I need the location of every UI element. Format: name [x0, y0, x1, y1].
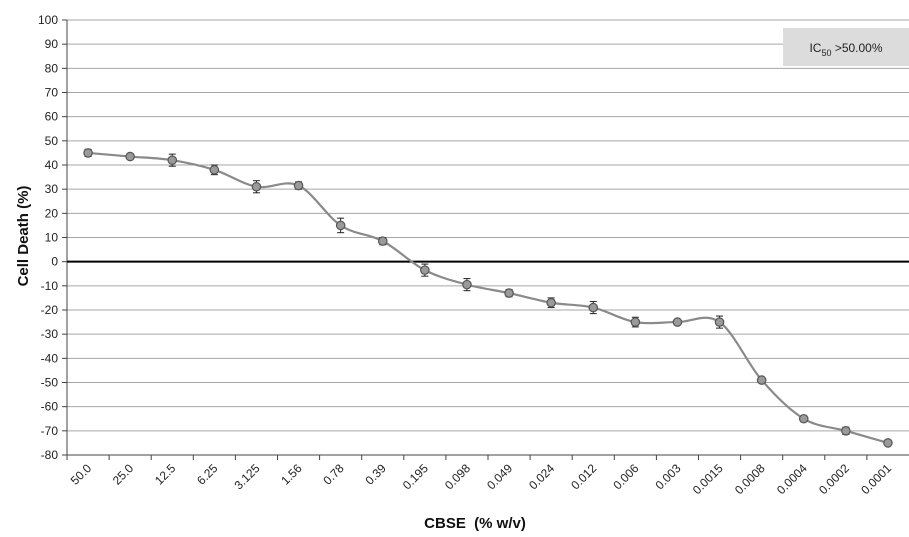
y-tick-label: -70: [41, 424, 59, 438]
y-tick-label: 80: [45, 61, 59, 75]
x-tick-label: 0.0002: [816, 461, 852, 497]
x-axis-title: CBSE (% w/v): [424, 515, 526, 532]
y-tick-label: 0: [51, 255, 58, 269]
x-tick-label: 0.006: [610, 461, 641, 492]
y-tick-label: -10: [41, 279, 59, 293]
x-tick-label: 0.0015: [690, 461, 726, 497]
y-tick-labels: -80 -70 -60 -50 -40 -30 -20 -10 0 10 20 30 40 50 60 70 8…: [38, 13, 58, 462]
y-tick-label: 10: [45, 231, 59, 245]
data-point: [714, 317, 725, 327]
annotation-text: IC50 >50.00%: [809, 41, 882, 58]
error-bars: [84, 148, 892, 446]
annotation-suffix: >50.00%: [831, 41, 882, 55]
data-point: [883, 438, 893, 448]
data-point: [672, 317, 683, 327]
data-point: [504, 288, 514, 298]
y-tick-label: -20: [41, 303, 59, 317]
series-line: [87, 151, 889, 444]
y-tick-label: -50: [41, 376, 59, 390]
x-tick-label: 0.098: [442, 461, 473, 492]
data-point: [209, 165, 220, 175]
x-tick-label: 0.012: [568, 461, 599, 492]
y-tick-label: -40: [41, 351, 59, 365]
data-point: [167, 155, 178, 165]
data-point: [462, 279, 472, 290]
annotation-subscript: 50: [821, 48, 831, 58]
x-tick-label: 0.0008: [732, 461, 768, 497]
x-tick-label: 0.003: [652, 461, 683, 492]
x-tick-label: 25.0: [110, 461, 137, 488]
x-tick-label: 0.049: [484, 461, 515, 492]
data-point: [293, 180, 304, 191]
x-tick-label: 1.56: [278, 461, 305, 488]
x-tick-label: 3.125: [231, 461, 262, 492]
x-tick-label: 0.195: [400, 461, 431, 492]
y-tick-label: -60: [41, 400, 59, 414]
x-tick-label: 0.78: [320, 461, 347, 488]
data-point: [546, 297, 556, 308]
y-tick-label: 70: [45, 86, 59, 100]
data-points: [83, 148, 893, 448]
data-point: [588, 302, 599, 313]
x-tick-label: 0.024: [526, 461, 557, 492]
y-tick-label: -80: [41, 448, 59, 462]
data-point: [125, 151, 135, 162]
ic50-annotation: IC50 >50.00%: [783, 28, 909, 66]
x-tick-label: 50.0: [68, 461, 95, 488]
x-tick-label: 0.39: [362, 461, 389, 488]
data-point: [420, 265, 430, 275]
data-point: [756, 375, 767, 385]
annotation-prefix: IC: [809, 41, 821, 55]
x-tick-label: 0.0004: [774, 461, 810, 497]
data-point: [841, 426, 851, 436]
data-point: [630, 317, 641, 327]
y-tick-label: 40: [45, 158, 59, 172]
data-point: [377, 236, 388, 246]
y-tick-label: 20: [45, 206, 59, 220]
data-point: [251, 181, 262, 192]
data-point: [83, 148, 93, 158]
x-tick-label: 6.25: [194, 461, 221, 488]
y-tick-label: 60: [45, 110, 59, 124]
y-tick-label: -30: [41, 327, 59, 341]
y-tick-label: 100: [38, 13, 58, 27]
y-tick-label: 50: [45, 134, 59, 148]
y-tick-label: 30: [45, 182, 59, 196]
data-point: [798, 413, 809, 424]
x-tick-label: 0.0001: [858, 461, 894, 497]
gridlines: [62, 19, 909, 460]
y-axis-title: Cell Death (%): [15, 186, 32, 287]
x-tick-label: 12.5: [152, 461, 179, 488]
x-tick-labels: 50.0 25.0 12.5 6.25 3.125 1.56 0.78 0.39 0.195 0.…: [68, 461, 895, 497]
annotation-box: [783, 28, 909, 66]
y-tick-label: 90: [45, 37, 59, 51]
data-point: [335, 220, 346, 231]
